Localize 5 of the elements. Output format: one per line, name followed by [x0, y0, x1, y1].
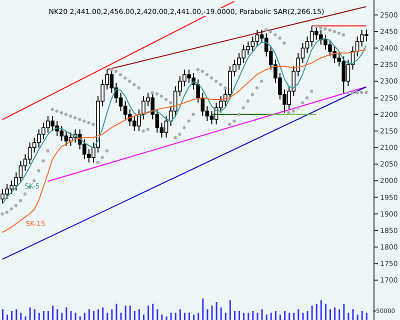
candlestick [28, 142, 32, 165]
candlestick [68, 132, 73, 146]
candlestick [200, 92, 205, 117]
candlestick [210, 110, 214, 125]
candlestick [255, 29, 260, 47]
